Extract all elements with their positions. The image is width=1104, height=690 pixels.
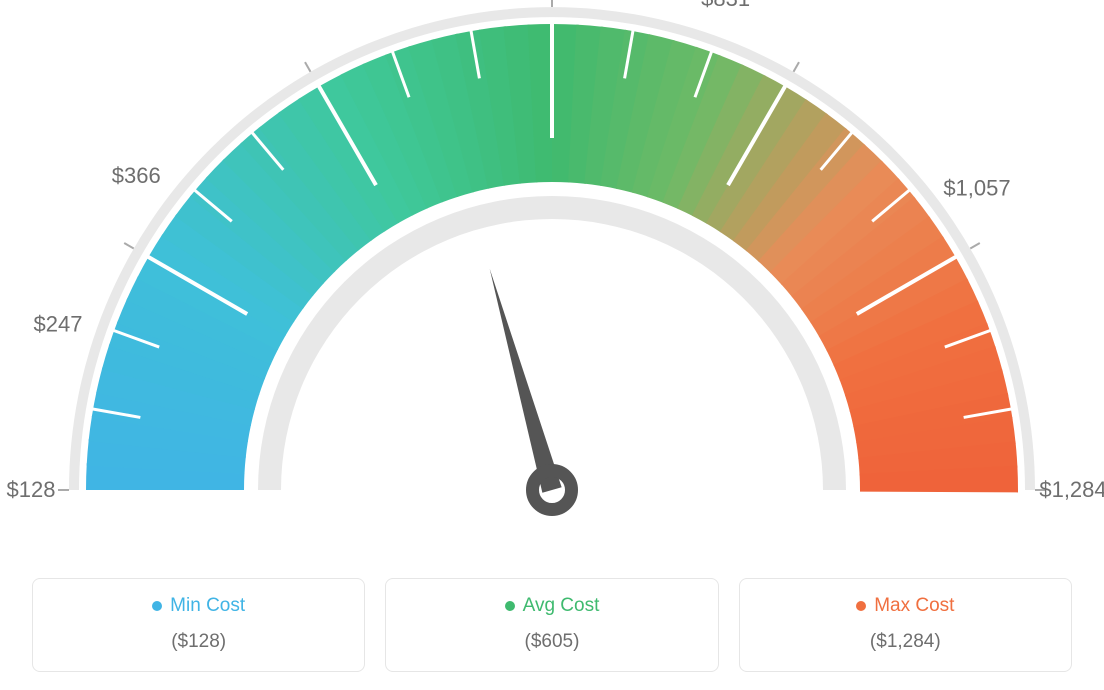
legend-card-avg: Avg Cost ($605) [385, 578, 718, 672]
gauge-chart-container: $128 $247 $366 $605 $831 $1,057 $1,284 Min Cos… [0, 0, 1104, 690]
legend-row: Min Cost ($128) Avg Cost ($605) Max Cost… [32, 578, 1072, 672]
legend-value: ($128) [53, 631, 344, 653]
legend-value: ($1,284) [760, 631, 1051, 653]
legend-label: Avg Cost [523, 595, 600, 617]
legend-label: Max Cost [874, 595, 954, 617]
legend-card-min: Min Cost ($128) [32, 578, 365, 672]
gauge-tick-label: $1,057 [943, 176, 1010, 201]
dot-icon [505, 601, 515, 611]
dot-icon [856, 601, 866, 611]
gauge-tick-label: $247 [34, 311, 83, 336]
dot-icon [152, 601, 162, 611]
gauge-area: $128 $247 $366 $605 $831 $1,057 $1,284 [0, 0, 1104, 560]
legend-title-max: Max Cost [760, 595, 1051, 617]
legend-value: ($605) [406, 631, 697, 653]
legend-title-avg: Avg Cost [406, 595, 697, 617]
gauge-tick-label: $831 [701, 0, 750, 11]
legend-card-max: Max Cost ($1,284) [739, 578, 1072, 672]
gauge-tick-label: $1,284 [1039, 477, 1104, 502]
legend-title-min: Min Cost [53, 595, 344, 617]
gauge-tick-label: $366 [112, 163, 161, 188]
legend-label: Min Cost [170, 595, 245, 617]
gauge-svg: $128 $247 $366 $605 $831 $1,057 $1,284 [0, 0, 1104, 560]
gauge-tick-label: $128 [7, 477, 56, 502]
gauge-tick-label: $605 [386, 0, 435, 1]
